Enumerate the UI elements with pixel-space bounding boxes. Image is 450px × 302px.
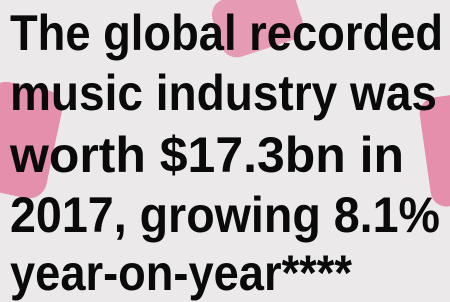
- text-line: 2017, growing 8.1%: [10, 187, 440, 243]
- text-line: music industry was: [10, 65, 437, 121]
- text-line: year-on-year****: [10, 245, 352, 301]
- text-line: The global recorded: [10, 5, 443, 61]
- text-line: worth $17.3bn in: [9, 127, 404, 183]
- quote-card: The global recorded music industry was w…: [0, 0, 450, 302]
- page: The global recorded music industry was w…: [0, 0, 450, 302]
